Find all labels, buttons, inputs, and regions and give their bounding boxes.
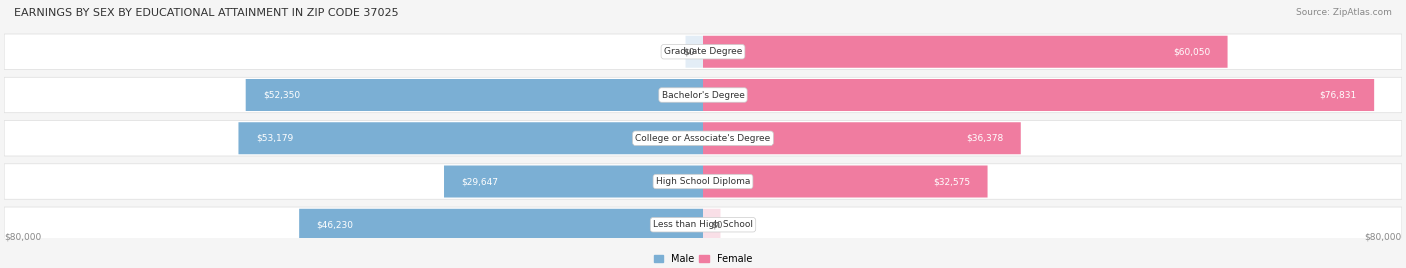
Text: College or Associate's Degree: College or Associate's Degree [636, 134, 770, 143]
Text: $76,831: $76,831 [1319, 91, 1357, 99]
FancyBboxPatch shape [703, 209, 720, 241]
Text: $0: $0 [683, 47, 695, 56]
FancyBboxPatch shape [299, 209, 703, 241]
Text: $29,647: $29,647 [461, 177, 499, 186]
FancyBboxPatch shape [703, 79, 1374, 111]
Text: $52,350: $52,350 [263, 91, 301, 99]
FancyBboxPatch shape [4, 207, 1402, 243]
Text: Graduate Degree: Graduate Degree [664, 47, 742, 56]
Text: $0: $0 [711, 220, 723, 229]
Text: EARNINGS BY SEX BY EDUCATIONAL ATTAINMENT IN ZIP CODE 37025: EARNINGS BY SEX BY EDUCATIONAL ATTAINMEN… [14, 8, 399, 18]
Text: High School Diploma: High School Diploma [655, 177, 751, 186]
FancyBboxPatch shape [703, 122, 1021, 154]
FancyBboxPatch shape [686, 36, 703, 68]
Text: $32,575: $32,575 [934, 177, 970, 186]
Text: Source: ZipAtlas.com: Source: ZipAtlas.com [1296, 8, 1392, 17]
Text: $36,378: $36,378 [966, 134, 1004, 143]
FancyBboxPatch shape [246, 79, 703, 111]
FancyBboxPatch shape [239, 122, 703, 154]
FancyBboxPatch shape [4, 34, 1402, 69]
Text: $60,050: $60,050 [1173, 47, 1211, 56]
FancyBboxPatch shape [4, 77, 1402, 113]
Text: Less than High School: Less than High School [652, 220, 754, 229]
FancyBboxPatch shape [4, 121, 1402, 156]
Text: Bachelor's Degree: Bachelor's Degree [662, 91, 744, 99]
Text: $46,230: $46,230 [316, 220, 354, 229]
Text: $53,179: $53,179 [256, 134, 294, 143]
FancyBboxPatch shape [444, 166, 703, 198]
Text: $80,000: $80,000 [4, 232, 41, 241]
Legend: Male, Female: Male, Female [650, 250, 756, 268]
FancyBboxPatch shape [703, 36, 1227, 68]
FancyBboxPatch shape [703, 166, 987, 198]
FancyBboxPatch shape [4, 164, 1402, 199]
Text: $80,000: $80,000 [1365, 232, 1402, 241]
